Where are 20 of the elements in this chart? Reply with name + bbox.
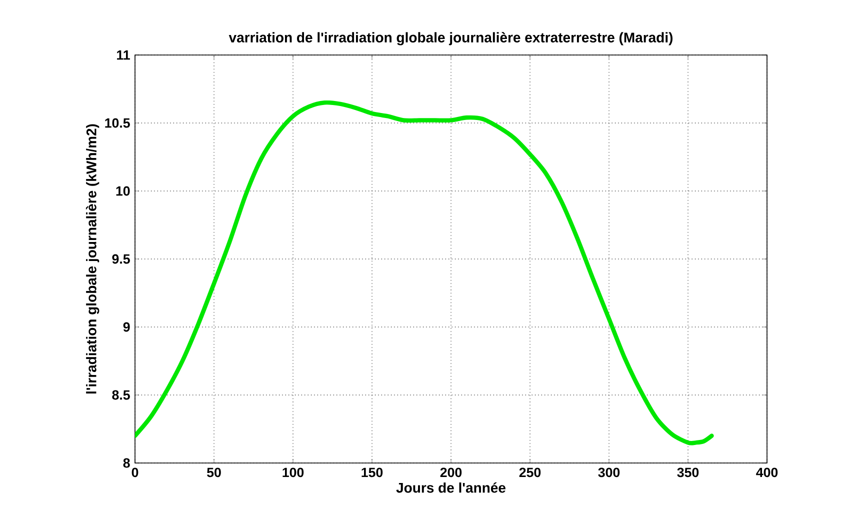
y-tick-label: 11 bbox=[117, 50, 130, 60]
y-tick-label: 8.5 bbox=[112, 390, 130, 400]
line-series bbox=[135, 100, 714, 446]
x-tick-label: 200 bbox=[440, 468, 462, 478]
x-tick-label: 300 bbox=[598, 468, 620, 478]
y-tick-label: 9.5 bbox=[112, 254, 130, 264]
y-tick-label: 10.5 bbox=[105, 118, 130, 128]
y-axis-title: l'irradiation globale journalière (kWh/m2) bbox=[86, 124, 100, 394]
x-tick-label: 50 bbox=[207, 468, 221, 478]
x-tick-label: 0 bbox=[132, 468, 138, 478]
y-tick-label: 9 bbox=[123, 322, 130, 332]
x-axis-title: Jours de l'année bbox=[396, 482, 506, 493]
chart-title: varriation de l'irradiation globale journalière extraterrestre (Maradi) bbox=[228, 32, 673, 46]
x-tick-label: 100 bbox=[282, 468, 304, 478]
y-tick-label: 10 bbox=[116, 186, 130, 196]
y-tick-label: 8 bbox=[123, 458, 130, 468]
x-tick-label: 400 bbox=[756, 468, 778, 478]
x-tick-label: 150 bbox=[362, 468, 383, 478]
x-tick-label: 350 bbox=[677, 468, 699, 478]
x-tick-label: 250 bbox=[519, 468, 541, 478]
